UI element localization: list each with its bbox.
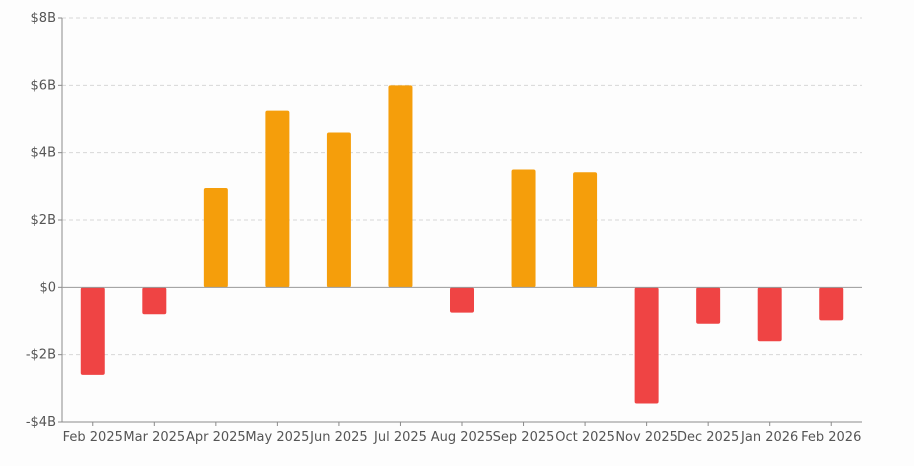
bar-apr-2025 — [203, 188, 228, 288]
bar-series — [80, 85, 844, 404]
grid-lines — [62, 17, 862, 356]
bar-feb-2025 — [80, 287, 105, 375]
bar-jun-2025 — [326, 132, 351, 288]
bar-feb-2026 — [819, 287, 844, 321]
bar-dec-2025 — [696, 287, 721, 324]
x-tick-label: Jun 2025 — [309, 430, 368, 445]
x-tick-label: Nov 2025 — [615, 430, 678, 445]
y-tick-label: -$4B — [26, 415, 56, 430]
x-tick-label: May 2025 — [245, 430, 309, 445]
x-tick-label: Oct 2025 — [555, 430, 615, 445]
axes — [58, 17, 862, 426]
bar-nov-2025 — [634, 287, 659, 404]
bar-aug-2025 — [450, 287, 474, 313]
y-tick-label: $4B — [31, 146, 56, 161]
y-tick-label: $0 — [39, 280, 56, 295]
x-tick-label: Jul 2025 — [373, 430, 427, 445]
x-axis-tick-labels: Feb 2025 Mar 2025 Apr 2025 May 2025 Jun 2025… — [63, 430, 862, 445]
bar-sep-2025 — [511, 169, 536, 288]
x-tick-label: Feb 2026 — [801, 430, 861, 445]
y-tick-label: $2B — [31, 213, 56, 228]
y-tick-label: -$2B — [26, 348, 56, 363]
x-tick-label: Mar 2025 — [123, 430, 185, 445]
bar-may-2025 — [265, 110, 290, 288]
x-tick-label: Apr 2025 — [186, 430, 246, 445]
x-tick-label: Sep 2025 — [493, 430, 555, 445]
bar-jul-2025 — [388, 85, 413, 288]
bar-oct-2025 — [573, 172, 598, 288]
bar-mar-2025 — [142, 287, 167, 315]
x-tick-label: Aug 2025 — [431, 430, 494, 445]
x-tick-label: Jan 2026 — [740, 430, 798, 445]
y-axis-tick-labels: -$4B -$2B $0 $2B $4B $6B $8B — [26, 11, 56, 430]
x-tick-label: Feb 2025 — [63, 430, 123, 445]
x-tick-label: Dec 2025 — [677, 430, 739, 445]
y-tick-label: $8B — [31, 11, 56, 26]
y-tick-label: $6B — [31, 78, 56, 93]
bar-jan-2026 — [757, 287, 782, 342]
